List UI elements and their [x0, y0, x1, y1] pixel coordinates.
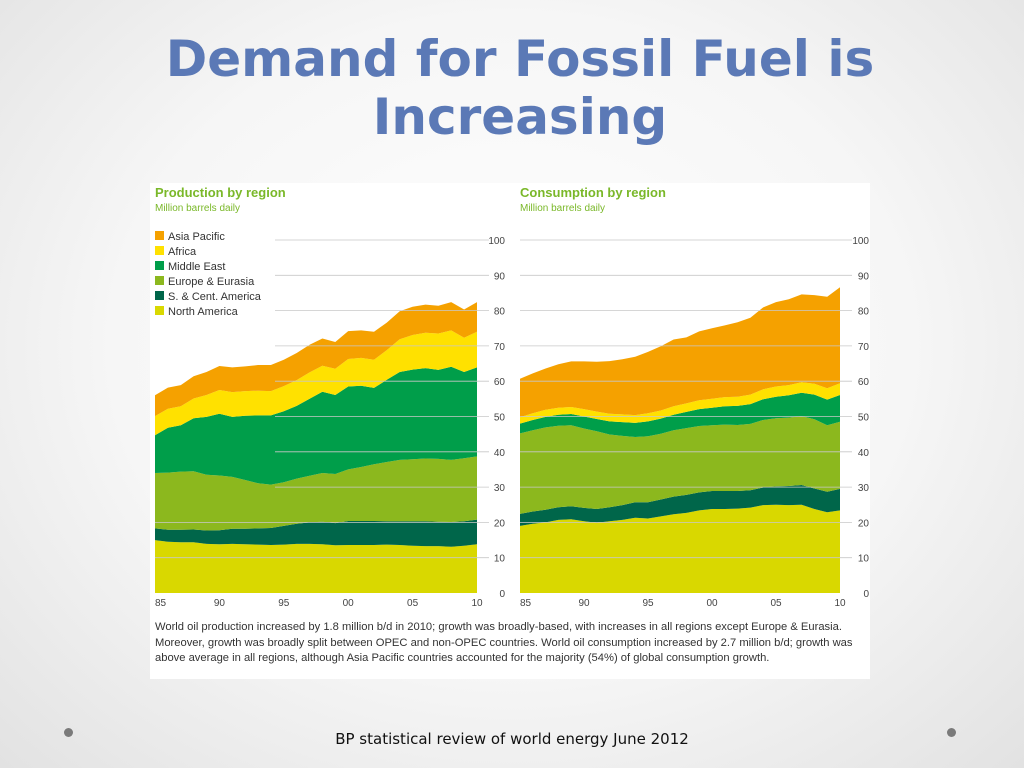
chart-subtitle: Million barrels daily: [155, 203, 240, 214]
x-tick-label: 00: [706, 598, 718, 609]
legend-swatch-asia-pacific: [155, 231, 164, 240]
legend-swatch-africa: [155, 246, 164, 255]
x-tick-label: 90: [578, 598, 590, 609]
y-tick-label: 50: [494, 413, 506, 424]
legend-label-asia-pacific: Asia Pacific: [168, 231, 225, 243]
y-tick-label: 0: [499, 589, 505, 600]
legend-swatch-middle-east: [155, 261, 164, 270]
y-tick-label: 80: [494, 307, 506, 318]
y-tick-label: 0: [863, 589, 869, 600]
area-asia-pacific: [155, 302, 477, 417]
x-tick-label: 95: [278, 598, 290, 609]
y-tick-label: 90: [494, 271, 506, 282]
x-tick-label: 90: [214, 598, 226, 609]
y-tick-label: 80: [858, 307, 870, 318]
legend-label-africa: Africa: [168, 246, 197, 258]
x-tick-label: 00: [343, 598, 355, 609]
y-tick-label: 100: [852, 236, 869, 247]
area-north-america: [520, 504, 840, 593]
area-north-america: [155, 540, 477, 593]
y-tick-label: 60: [494, 377, 506, 388]
chart-subtitle: Million barrels daily: [520, 203, 605, 214]
area-africa: [155, 330, 477, 436]
legend-swatch-europe-and-eurasia: [155, 276, 164, 285]
x-tick-label: 05: [407, 598, 419, 609]
y-tick-label: 30: [858, 483, 870, 494]
chart-caption: World oil production increased by 1.8 mi…: [155, 621, 853, 664]
right-decoration-dot: [947, 728, 956, 737]
y-tick-label: 10: [494, 554, 506, 565]
y-tick-label: 20: [858, 518, 870, 529]
area-europe-and-eurasia: [155, 456, 477, 531]
y-tick-label: 70: [858, 342, 870, 353]
x-tick-label: 10: [834, 598, 846, 609]
y-tick-label: 100: [488, 236, 505, 247]
x-tick-label: 95: [642, 598, 654, 609]
y-tick-label: 90: [858, 271, 870, 282]
area-europe-and-eurasia: [520, 416, 840, 514]
y-tick-label: 50: [858, 413, 870, 424]
x-tick-label: 85: [155, 598, 167, 609]
x-tick-label: 05: [770, 598, 782, 609]
chart-panels: Production by region Million barrels dail…: [155, 185, 869, 609]
chart-figure: Production by region Million barrels dail…: [150, 183, 870, 679]
y-tick-label: 20: [494, 518, 506, 529]
y-tick-label: 40: [494, 448, 506, 459]
area-s-and-cent-america: [155, 519, 477, 547]
left-decoration-dot: [64, 728, 73, 737]
source-credit: BP statistical review of world energy Ju…: [335, 730, 689, 748]
y-tick-label: 30: [494, 483, 506, 494]
legend-label-north-america: North America: [168, 306, 239, 318]
y-tick-label: 10: [858, 554, 870, 565]
area-middle-east: [520, 392, 840, 437]
chart-title: Consumption by region: [520, 185, 666, 200]
legend-label-europe-and-eurasia: Europe & Eurasia: [168, 276, 255, 288]
legend-label-middle-east: Middle East: [168, 261, 225, 273]
x-tick-label: 85: [520, 598, 532, 609]
y-tick-label: 40: [858, 448, 870, 459]
chart-title: Production by region: [155, 185, 286, 200]
legend-swatch-s-and-cent-america: [155, 291, 164, 300]
y-tick-label: 60: [858, 377, 870, 388]
legend-label-s-and-cent-america: S. & Cent. America: [168, 291, 262, 303]
x-tick-label: 10: [471, 598, 483, 609]
legend-swatch-north-america: [155, 306, 164, 315]
area-middle-east: [155, 366, 477, 485]
area-africa: [520, 382, 840, 424]
consumption-chart: Consumption by region Million barrels dai…: [520, 185, 869, 609]
area-asia-pacific: [520, 287, 840, 418]
production-chart: Production by region Million barrels dail…: [155, 185, 505, 609]
area-s-and-cent-america: [520, 485, 840, 526]
slide-title: Demand for Fossil Fuel is Increasing: [165, 30, 875, 146]
y-tick-label: 70: [494, 342, 506, 353]
